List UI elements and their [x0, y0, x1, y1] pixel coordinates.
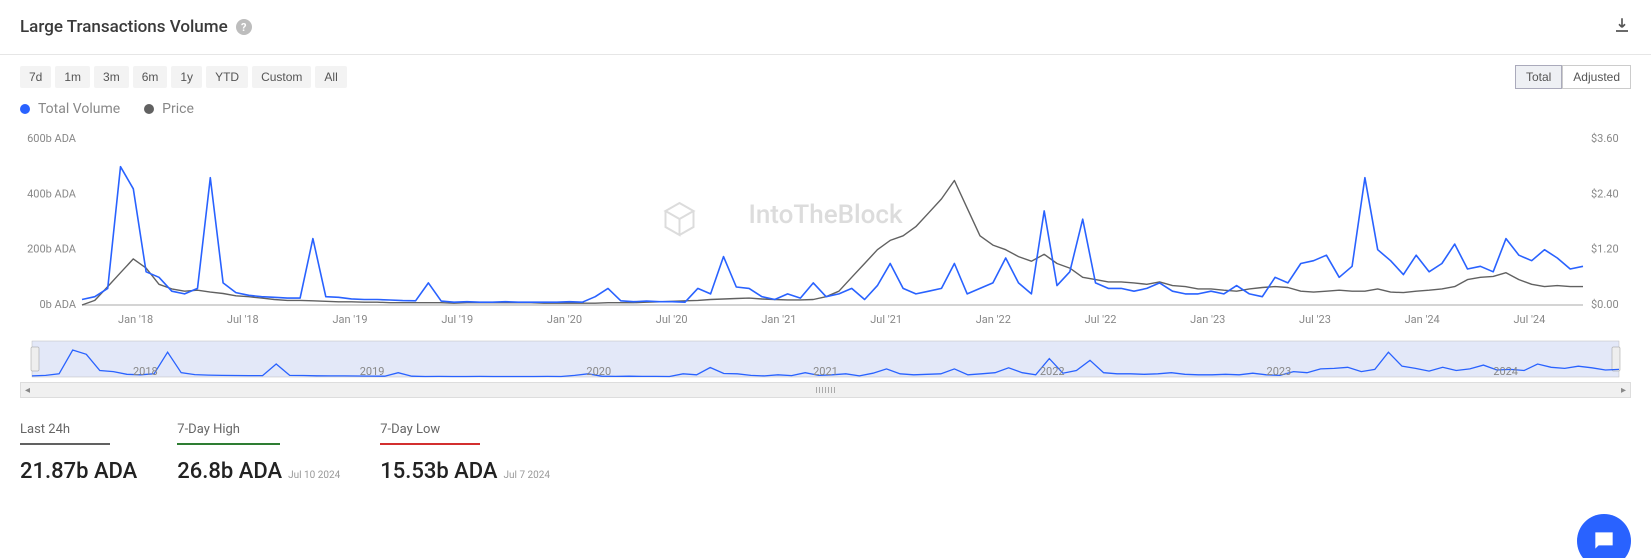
stat-label: Last 24h [20, 422, 110, 445]
svg-text:$2.40: $2.40 [1591, 187, 1619, 200]
svg-text:Jul '20: Jul '20 [656, 313, 688, 326]
svg-text:Jan '20: Jan '20 [547, 313, 582, 326]
range-button-3m[interactable]: 3m [94, 66, 129, 88]
stat-block: 7-Day Low 15.53b ADA Jul 7 2024 [380, 418, 550, 484]
range-button-ytd[interactable]: YTD [206, 66, 248, 88]
mode-button-group: Total Adjusted [1515, 65, 1631, 89]
range-button-6m[interactable]: 6m [133, 66, 168, 88]
svg-text:200b ADA: 200b ADA [27, 243, 77, 256]
stat-label: 7-Day High [177, 422, 280, 445]
legend-label: Price [162, 101, 194, 117]
stat-block: 7-Day High 26.8b ADA Jul 10 2024 [177, 418, 340, 484]
svg-text:0b ADA: 0b ADA [39, 298, 76, 311]
svg-text:$1.20: $1.20 [1591, 243, 1619, 256]
svg-text:400b ADA: 400b ADA [27, 187, 77, 200]
stat-date: Jul 10 2024 [288, 470, 340, 481]
navigator-chart[interactable]: 2018 2019 2020 2021 2022 2023 2024 [20, 339, 1631, 383]
stat-value: 15.53b ADA [380, 459, 497, 484]
stat-date: Jul 7 2024 [504, 470, 551, 481]
svg-text:Jul '24: Jul '24 [1513, 313, 1545, 326]
download-icon[interactable] [1613, 16, 1631, 38]
scroll-right-icon[interactable]: ▸ [1621, 385, 1626, 396]
svg-text:2018: 2018 [133, 365, 158, 378]
svg-text:Jul '22: Jul '22 [1085, 313, 1117, 326]
help-icon[interactable]: ? [236, 19, 252, 35]
stat-label: 7-Day Low [380, 422, 480, 445]
svg-text:Jan '22: Jan '22 [976, 313, 1011, 326]
legend-dot-icon [144, 104, 154, 114]
svg-text:Jul '19: Jul '19 [441, 313, 473, 326]
svg-text:2021: 2021 [813, 365, 838, 378]
svg-text:$3.60: $3.60 [1591, 132, 1619, 145]
svg-text:Jan '24: Jan '24 [1405, 313, 1440, 326]
stats-row: Last 24h 21.87b ADA 7-Day High 26.8b ADA Jul… [0, 398, 1651, 484]
legend-dot-icon [20, 104, 30, 114]
svg-text:$0.00: $0.00 [1591, 298, 1619, 311]
svg-text:Jan '19: Jan '19 [332, 313, 367, 326]
svg-text:2022: 2022 [1040, 365, 1065, 378]
svg-text:2020: 2020 [586, 365, 611, 378]
range-button-custom[interactable]: Custom [252, 66, 311, 88]
legend-item[interactable]: Price [144, 101, 194, 117]
scroll-left-icon[interactable]: ◂ [25, 385, 30, 396]
svg-text:2024: 2024 [1493, 365, 1518, 378]
range-button-1m[interactable]: 1m [55, 66, 90, 88]
svg-text:600b ADA: 600b ADA [27, 132, 77, 145]
page-title: Large Transactions Volume [20, 17, 228, 37]
stat-value: 21.87b ADA [20, 459, 137, 484]
stat-value: 26.8b ADA [177, 459, 282, 484]
range-button-7d[interactable]: 7d [20, 66, 51, 88]
svg-text:IntoTheBlock: IntoTheBlock [748, 200, 903, 230]
svg-text:Jul '23: Jul '23 [1299, 313, 1331, 326]
chat-bubble-icon[interactable] [1577, 514, 1631, 558]
svg-text:2023: 2023 [1267, 365, 1292, 378]
svg-text:2019: 2019 [360, 365, 385, 378]
chart-legend: Total Volume Price [0, 89, 1651, 121]
svg-text:Jul '21: Jul '21 [870, 313, 902, 326]
mode-adjusted-button[interactable]: Adjusted [1562, 65, 1631, 89]
navigator-scrollbar[interactable]: ◂ ▸ [20, 382, 1631, 398]
range-button-all[interactable]: All [315, 66, 346, 88]
svg-text:Jan '18: Jan '18 [118, 313, 153, 326]
stat-block: Last 24h 21.87b ADA [20, 418, 137, 484]
svg-text:Jan '21: Jan '21 [761, 313, 796, 326]
range-button-group: 7d1m3m6m1yYTDCustomAll [20, 66, 347, 88]
mode-total-button[interactable]: Total [1515, 65, 1562, 89]
legend-item[interactable]: Total Volume [20, 101, 120, 117]
svg-text:Jan '23: Jan '23 [1190, 313, 1225, 326]
legend-label: Total Volume [38, 101, 120, 117]
range-button-1y[interactable]: 1y [171, 66, 202, 88]
svg-text:Jul '18: Jul '18 [227, 313, 259, 326]
main-chart[interactable]: IntoTheBlock 0b ADA 200b ADA 400b ADA 600b A… [20, 129, 1631, 329]
